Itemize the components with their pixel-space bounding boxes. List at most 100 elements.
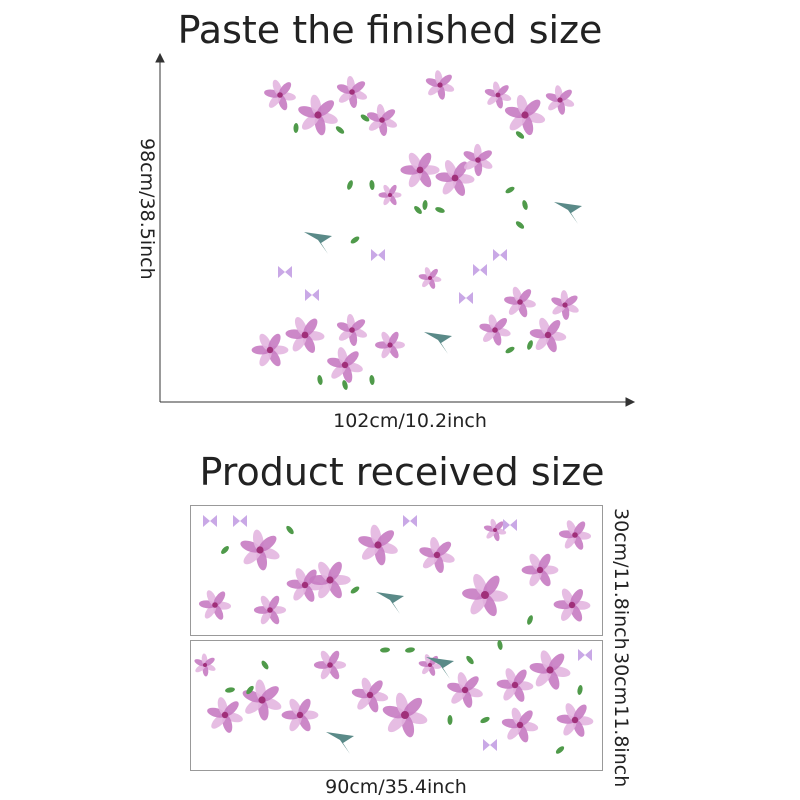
leaf [466,655,474,665]
leaf [422,200,428,210]
magnolia-flower [553,588,591,622]
magnolia-flower [551,290,579,320]
leaf [317,375,323,385]
magnolia-flower [504,286,536,318]
magnolia-flower [298,94,338,136]
hummingbird [304,232,332,254]
magnolia-flower [285,317,325,353]
leaf [347,180,353,190]
magnolia-flower [545,85,575,115]
magnolia-flower [194,653,216,677]
magnolia-flower [435,160,475,196]
sheet1-height-label: 30cm/11.8inch [610,508,632,650]
magnolia-flower [264,79,296,111]
magnolia-flower [496,668,534,702]
magnolia-flower [240,529,280,571]
leaf [342,380,348,390]
finished-size-title: Paste the finished size [177,8,603,52]
magnolia-flower [462,573,508,617]
magnolia-flower [358,524,398,566]
leaf [246,685,254,695]
magnolia-flower [327,347,363,383]
flower-decals [251,70,582,390]
magnolia-flower [419,537,455,573]
butterfly [403,515,417,527]
leaf [447,715,453,725]
magnolia-flower [382,692,428,738]
leaf [414,206,422,214]
butterfly [503,519,517,531]
magnolia-flower [336,76,368,108]
magnolia-flower [313,650,347,680]
magnolia-flower [501,707,539,743]
leaf [225,687,235,693]
leaf [335,126,345,134]
arrow-right-icon [625,397,636,407]
arrow-up-icon [155,52,165,63]
butterfly [371,249,385,261]
magnolia-flower [447,672,483,708]
magnolia-flower [400,152,440,188]
leaf [515,131,525,139]
magnolia-flower [529,317,567,353]
magnolia-flower [253,595,287,625]
magnolia-flower [366,104,398,136]
leaf [522,200,528,210]
magnolia-flower [309,561,351,599]
received-size-title: Product received size [199,450,605,494]
magnolia-flower [556,703,594,737]
leaf [221,546,229,554]
magnolia-flower [242,679,282,721]
magnolia-flower [351,677,389,713]
butterfly [483,739,497,751]
size-axes [155,52,636,407]
magnolia-flower [484,81,512,109]
magnolia-flower [286,568,324,602]
magnolia-flower [378,184,402,206]
magnolia-flower [479,314,511,346]
hummingbird [554,202,582,224]
butterfly [278,266,292,278]
magnolia-flower [198,590,232,620]
magnolia-flower [521,553,559,587]
leaf [577,685,583,695]
magnolia-flower [281,698,319,732]
leaf [505,186,515,194]
magnolia-flower [336,314,368,346]
leaf [369,375,375,385]
leaf [350,586,360,594]
sheet2-height-label: 30cm11.8inch [610,652,632,788]
leaf [369,180,375,190]
magnolia-flower [251,333,289,367]
leaf [497,640,503,650]
leaf [350,236,360,244]
leaf [405,647,415,653]
magnolia-flower [418,654,442,676]
hummingbird [424,332,452,354]
butterfly [459,292,473,304]
leaf [380,647,390,653]
received-width-label: 90cm/35.4inch [325,776,467,798]
butterfly [203,515,217,527]
leaf [480,716,490,724]
magnolia-flower [375,331,405,359]
leaf [286,525,294,535]
magnolia-flower [529,650,571,690]
leaf [527,340,533,350]
butterfly [233,515,247,527]
magnolia-flower [425,70,455,100]
leaf [555,746,565,754]
magnolia-flower [558,520,592,550]
magnolia-flower [418,267,442,289]
butterfly [473,264,487,276]
hummingbird [326,732,354,754]
magnolia-flower [207,697,243,733]
leaf [293,123,299,133]
leaf [515,221,525,229]
hummingbird [376,592,404,614]
magnolia-flower [463,143,493,177]
leaf [360,114,370,122]
